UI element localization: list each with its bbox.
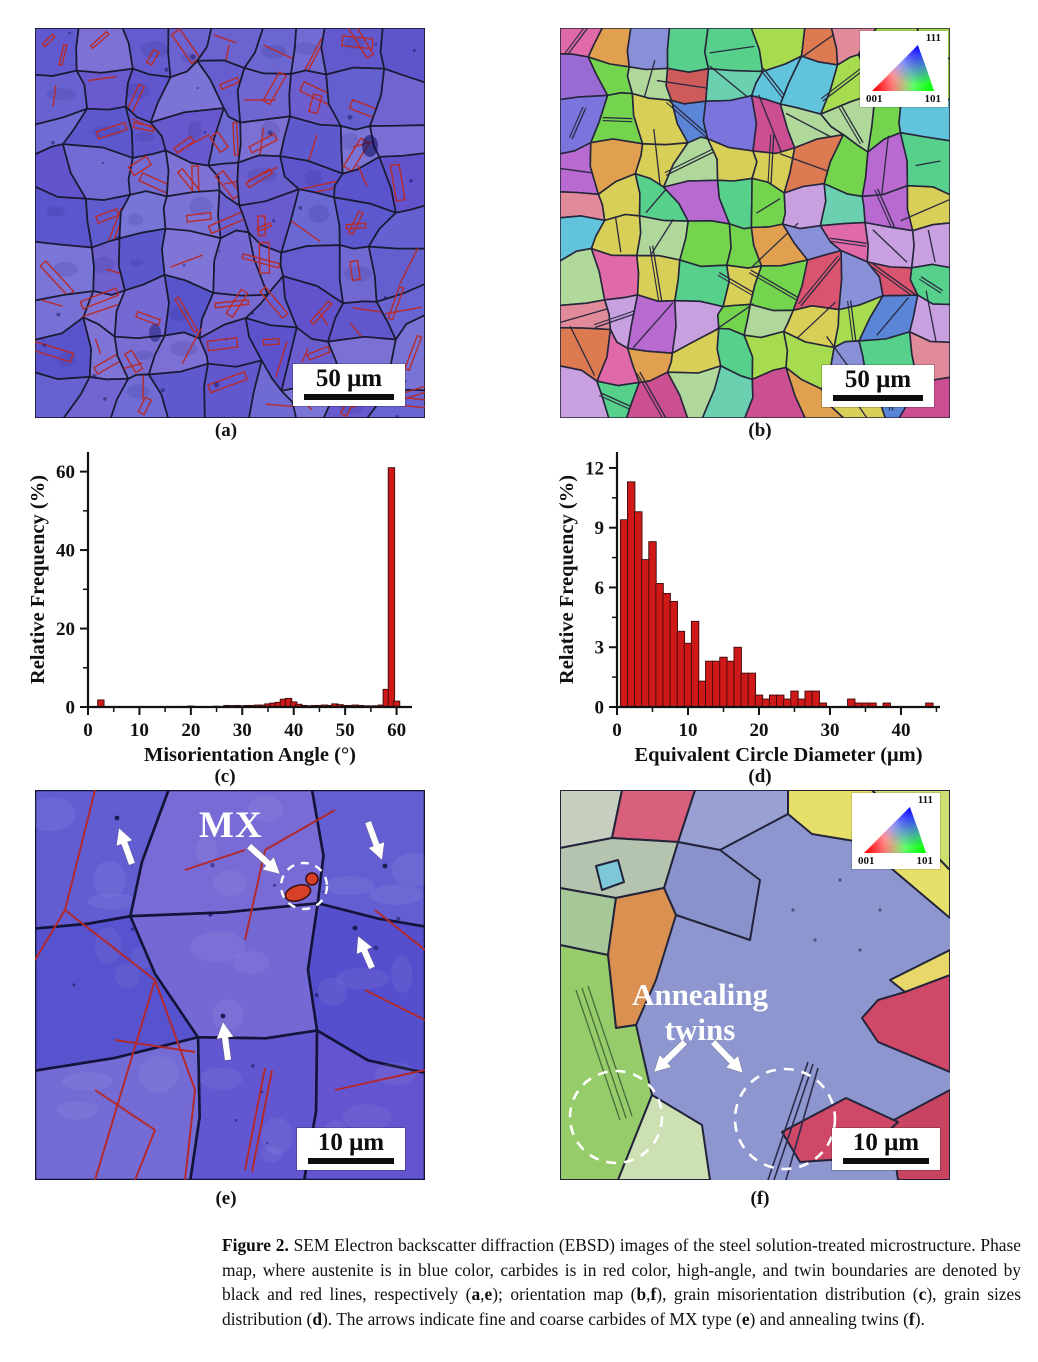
scale-bar-line	[842, 1158, 930, 1164]
grain-size-histogram: 0 10 20 30 40 0 3 6 9 12 Equivalent Circle Diamete…	[556, 452, 940, 766]
misorientation-histogram: 0 10 20 30 40 50 60 0 20 40 60 Misorientation Angle…	[27, 452, 412, 766]
svg-text:50: 50	[336, 720, 355, 741]
scale-bar-label: 10 μm	[317, 1129, 385, 1156]
panel-b-orientation-map: 111 001 101 50 μm	[560, 28, 950, 418]
scale-bar-label: 10 μm	[852, 1129, 920, 1156]
scale-bar: 50 μm	[293, 364, 405, 406]
panel-label-e: (e)	[215, 1188, 237, 1209]
annealing-twins-line1: Annealing	[631, 977, 769, 1012]
ipf-111-label: 111	[917, 794, 933, 806]
annealing-twins-annotation: Annealing twins	[612, 977, 788, 1047]
ipf-101-label: 101	[916, 855, 934, 867]
svg-text:40: 40	[56, 541, 75, 562]
panel-f-orientation-map-detail: Annealing twins 111 001 101 10 μm	[560, 790, 950, 1180]
panel-e-phase-map-detail: MX 10 μm	[35, 790, 425, 1180]
svg-text:0: 0	[83, 720, 93, 741]
panel-a-phase-map: 50 μm	[35, 28, 425, 418]
scale-bar-line	[833, 395, 923, 401]
annealing-twins-line2: twins	[664, 1011, 736, 1047]
ipf-color-key: 111 001 101	[860, 31, 948, 107]
svg-text:60: 60	[387, 720, 406, 741]
ipf-color-key: 111 001 101	[852, 793, 940, 869]
ipf-color-triangle	[864, 807, 926, 853]
mx-annotation-label: MX	[199, 805, 263, 846]
svg-text:30: 30	[233, 720, 252, 741]
svg-text:30: 30	[820, 720, 839, 741]
svg-text:Equivalent Circle Diameter (μm: Equivalent Circle Diameter (μm)	[634, 744, 922, 766]
panel-label-b: (b)	[748, 420, 772, 441]
svg-text:20: 20	[56, 619, 75, 640]
panel-label-a: (a)	[214, 420, 238, 441]
scale-bar: 10 μm	[297, 1128, 405, 1170]
svg-text:0: 0	[595, 698, 605, 719]
svg-text:Relative Frequency (%): Relative Frequency (%)	[556, 475, 578, 684]
svg-text:10: 10	[678, 720, 697, 741]
scale-bar: 10 μm	[832, 1128, 940, 1170]
figure-caption: Figure 2. SEM Electron backscatter diffr…	[222, 1235, 1021, 1329]
svg-text:40: 40	[284, 720, 303, 741]
ipf-101-label: 101	[924, 93, 942, 105]
scale-bar-line	[307, 1158, 395, 1164]
scale-bar-line	[304, 394, 394, 400]
ipf-color-triangle	[872, 45, 934, 91]
scale-bar-label: 50 μm	[315, 365, 383, 392]
svg-text:10: 10	[130, 720, 149, 741]
ipf-111-label: 111	[925, 32, 941, 44]
scale-bar: 50 μm	[822, 365, 934, 407]
panel-label-c: (c)	[214, 766, 236, 787]
svg-text:9: 9	[595, 518, 605, 539]
ipf-001-label: 001	[866, 93, 883, 105]
scale-bar-label: 50 μm	[844, 366, 912, 393]
svg-text:12: 12	[585, 458, 604, 479]
svg-text:0: 0	[612, 720, 622, 741]
svg-text:20: 20	[181, 720, 200, 741]
panel-label-d: (d)	[748, 766, 772, 787]
panel-label-f: (f)	[750, 1188, 770, 1209]
ipf-001-label: 001	[858, 855, 875, 867]
svg-text:6: 6	[595, 578, 605, 599]
svg-text:40: 40	[891, 720, 910, 741]
svg-text:Misorientation Angle (°): Misorientation Angle (°)	[144, 744, 356, 766]
phase-map-detail-image	[35, 790, 425, 1180]
svg-text:60: 60	[56, 462, 75, 483]
svg-text:20: 20	[749, 720, 768, 741]
svg-text:3: 3	[595, 638, 605, 659]
phase-map-image	[35, 28, 425, 418]
svg-text:Relative Frequency (%): Relative Frequency (%)	[27, 475, 49, 684]
svg-text:0: 0	[66, 698, 76, 719]
